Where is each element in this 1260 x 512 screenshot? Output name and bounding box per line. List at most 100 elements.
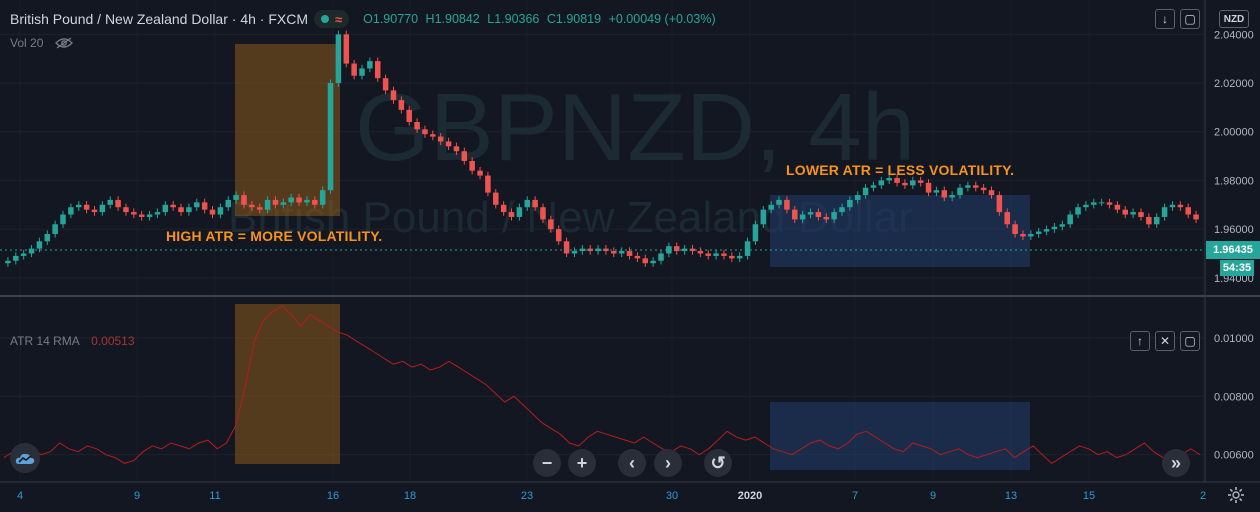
- candle-body: [68, 207, 74, 215]
- candle-body: [933, 190, 940, 193]
- candle-body: [91, 209, 98, 213]
- time-axis[interactable]: 4 9 11 16 18 23 30 2020 7 9 13 15 2: [17, 490, 1206, 502]
- candle-body: [461, 151, 468, 161]
- gear-icon[interactable]: [1227, 486, 1245, 504]
- candle-body: [1012, 224, 1018, 234]
- candle-body: [870, 185, 877, 188]
- candle-body: [52, 224, 58, 234]
- candle-body: [115, 199, 121, 208]
- time-tick-label: 30: [666, 490, 678, 502]
- tradingview-logo-button[interactable]: [10, 443, 40, 473]
- move-pane-up-button[interactable]: ↑: [1130, 331, 1150, 351]
- candle-body: [201, 202, 208, 210]
- zoom-out-button[interactable]: −: [533, 449, 561, 477]
- scroll-back-button[interactable]: ‹: [618, 449, 646, 477]
- time-tick-label: 9: [134, 490, 140, 502]
- candle-body: [1185, 207, 1191, 215]
- candle-body: [28, 248, 35, 254]
- scroll-to-end-button[interactable]: »: [1162, 449, 1190, 477]
- symbol-title[interactable]: British Pound / New Zealand Dollar · 4h …: [10, 11, 308, 27]
- candle-body: [500, 204, 507, 213]
- candle-body: [949, 195, 955, 198]
- candle-body: [272, 199, 279, 205]
- candle-body: [233, 195, 239, 200]
- time-tick-label: 4: [17, 490, 23, 502]
- close-pane-button[interactable]: ✕: [1155, 331, 1175, 351]
- candle-body: [1051, 226, 1058, 230]
- candle-body: [1106, 202, 1113, 205]
- candle-body: [382, 78, 389, 91]
- atr-name[interactable]: ATR 14 RMA: [10, 334, 80, 348]
- high-atr-box-atr: [235, 304, 340, 464]
- time-tick-label: 15: [1083, 490, 1095, 502]
- time-tick-label: 2: [1200, 490, 1206, 502]
- price-tick-label: 2.02000: [1214, 78, 1254, 90]
- candle-body: [681, 248, 688, 252]
- candle-body: [508, 212, 515, 217]
- ohlc-values: O1.90770 H1.90842 L1.90366 C1.90819 +0.0…: [363, 12, 719, 26]
- candle-body: [469, 160, 475, 171]
- candle-body: [1146, 216, 1152, 225]
- time-tick-label: 23: [521, 490, 533, 502]
- time-tick-label: 13: [1005, 490, 1017, 502]
- candle-body: [799, 214, 806, 220]
- reset-chart-button[interactable]: ↺: [704, 449, 732, 477]
- candle-body: [131, 212, 137, 215]
- currency-badge[interactable]: NZD: [1219, 10, 1249, 28]
- candle-body: [563, 241, 570, 254]
- candle-body: [1028, 234, 1034, 237]
- low-atr-annotation: LOWER ATR = LESS VOLATILITY.: [786, 162, 1015, 178]
- candle-body: [957, 187, 963, 196]
- candle-body: [343, 34, 350, 64]
- candle-body: [367, 61, 373, 69]
- market-status-pill[interactable]: ≈: [314, 10, 350, 28]
- candle-body: [1177, 204, 1184, 208]
- atr-axis[interactable]: 0.01000 0.00800 0.00600: [1214, 333, 1254, 462]
- candle-body: [83, 204, 90, 210]
- candle-body: [823, 216, 830, 220]
- candle-body: [99, 204, 106, 213]
- candle-body: [965, 185, 971, 188]
- maximize-atr-pane-button[interactable]: ▢: [1180, 331, 1200, 351]
- candle-body: [36, 241, 43, 249]
- candle-body: [241, 195, 247, 205]
- candle-body: [729, 255, 735, 259]
- candle-body: [477, 170, 483, 176]
- candle-body: [516, 207, 523, 217]
- candle-body: [626, 251, 633, 256]
- candle-body: [398, 100, 405, 110]
- candle-body: [705, 253, 711, 256]
- time-tick-label: 7: [852, 490, 858, 502]
- candle-body: [673, 246, 680, 252]
- candle-body: [1098, 202, 1105, 204]
- candle-body: [225, 199, 232, 208]
- move-pane-down-button[interactable]: ↓: [1155, 9, 1175, 29]
- candle-body: [13, 255, 19, 261]
- candle-body: [249, 204, 255, 208]
- time-tick-label: 18: [404, 490, 416, 502]
- candle-body: [1067, 214, 1073, 225]
- candle-body: [847, 199, 853, 208]
- volume-label[interactable]: Vol 20: [10, 36, 44, 50]
- candle-body: [209, 209, 216, 215]
- scroll-forward-button[interactable]: ›: [654, 449, 682, 477]
- maximize-pane-button[interactable]: ▢: [1180, 9, 1200, 29]
- candle-body: [980, 187, 987, 191]
- atr-tick-label: 0.00600: [1214, 450, 1254, 462]
- eye-hidden-icon[interactable]: [55, 37, 74, 49]
- candle-body: [170, 204, 176, 208]
- candle-body: [831, 212, 837, 220]
- candle-body: [194, 202, 200, 208]
- price-tick-label: 2.04000: [1214, 29, 1254, 41]
- candle-body: [697, 251, 704, 254]
- ohlc-low: L1.90366: [487, 12, 540, 26]
- high-atr-annotation: HIGH ATR = MORE VOLATILITY.: [166, 228, 383, 244]
- candle-body: [422, 129, 428, 135]
- candle-body: [107, 199, 113, 205]
- wave-icon: ≈: [335, 11, 343, 27]
- candle-body: [359, 68, 365, 76]
- candle-body: [815, 212, 822, 217]
- zoom-in-button[interactable]: +: [568, 449, 596, 477]
- candle-body: [666, 246, 672, 254]
